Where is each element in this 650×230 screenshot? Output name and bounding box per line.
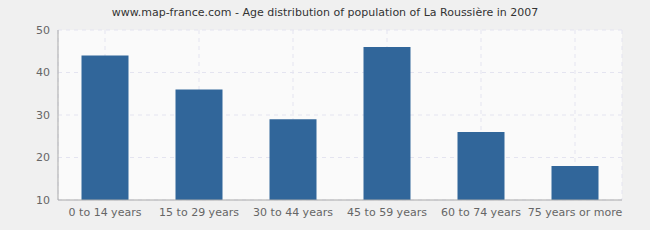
svg-text:50: 50 (36, 24, 50, 37)
svg-text:60 to 74 years: 60 to 74 years (441, 206, 521, 219)
svg-text:40: 40 (36, 66, 50, 79)
html-text:www.map-france.com - Age distr: www.map-france.com - Age distribution of… (111, 6, 539, 19)
svg-text:15 to 29 years: 15 to 29 years (159, 206, 239, 219)
svg-text:10: 10 (36, 194, 50, 207)
svg-text:75 years or more: 75 years or more (528, 206, 623, 219)
svg-text:30 to 44 years: 30 to 44 years (253, 206, 333, 219)
svg-text:0 to 14 years: 0 to 14 years (69, 206, 142, 219)
svg-text:30: 30 (36, 109, 50, 122)
svg-text:45 to 59 years: 45 to 59 years (347, 206, 427, 219)
svg-text:20: 20 (36, 151, 50, 164)
